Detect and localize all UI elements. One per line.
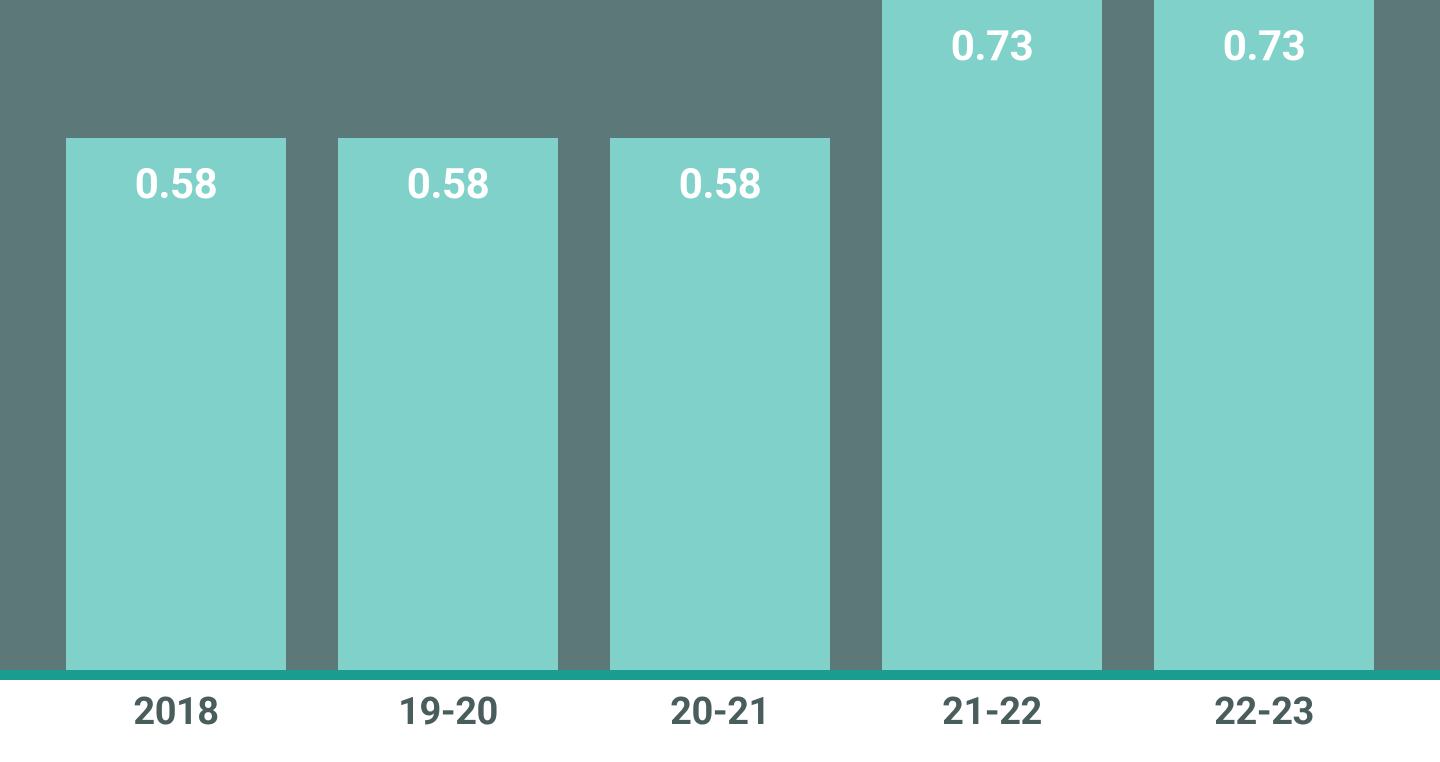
bar-chart: 0.58 0.58 0.58 0.73 0.73: [0, 0, 1440, 762]
bar-value-label: 0.58: [135, 138, 217, 209]
bars-wrapper: 0.58 0.58 0.58 0.73 0.73: [0, 0, 1440, 670]
x-axis-label: 2018: [66, 690, 286, 734]
bar-value-label: 0.73: [951, 0, 1033, 71]
bar-value-label: 0.73: [1223, 0, 1305, 71]
bar: 0.73: [1154, 0, 1374, 670]
x-axis-label: 21-22: [882, 690, 1102, 734]
bar-group: 0.58: [338, 138, 558, 670]
bar: 0.58: [338, 138, 558, 670]
bar-group: 0.58: [66, 138, 286, 670]
bar: 0.58: [610, 138, 830, 670]
chart-baseline: [0, 670, 1440, 680]
x-axis-label: 19-20: [338, 690, 558, 734]
x-axis-labels: 2018 19-20 20-21 21-22 22-23: [0, 690, 1440, 734]
x-axis-label: 22-23: [1154, 690, 1374, 734]
bar: 0.58: [66, 138, 286, 670]
bar-group: 0.58: [610, 138, 830, 670]
bar-group: 0.73: [1154, 0, 1374, 670]
bar-group: 0.73: [882, 0, 1102, 670]
chart-plot-area: 0.58 0.58 0.58 0.73 0.73: [0, 0, 1440, 670]
x-axis-label: 20-21: [610, 690, 830, 734]
bar-value-label: 0.58: [679, 138, 761, 209]
bar-value-label: 0.58: [407, 138, 489, 209]
bar: 0.73: [882, 0, 1102, 670]
